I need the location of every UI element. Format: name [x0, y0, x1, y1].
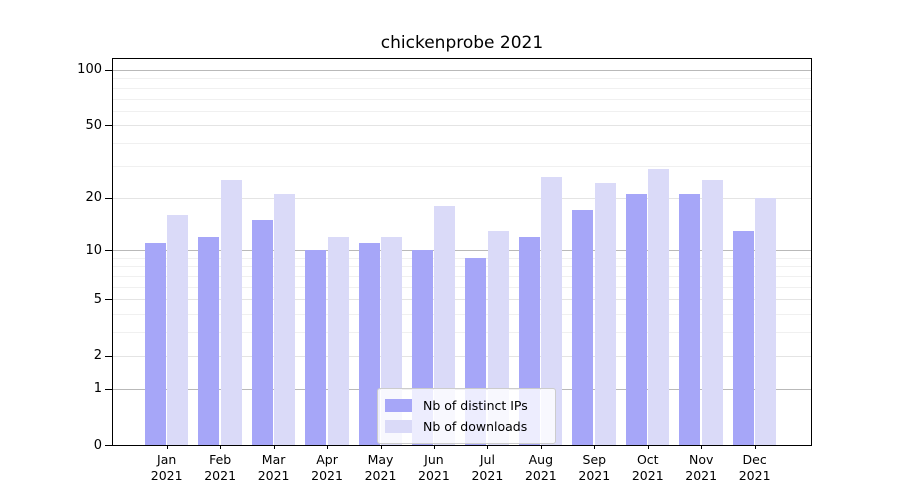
x-tick-label: Dec 2021	[723, 452, 787, 483]
bar-distinct-ips-nov	[679, 193, 701, 445]
x-tick-year-label: 2021	[418, 467, 450, 483]
y-tick-label: 1	[93, 381, 102, 397]
bar-downloads-feb	[220, 180, 242, 445]
bar-downloads-dec	[755, 197, 777, 445]
x-tick	[487, 445, 489, 449]
y-tick	[105, 125, 112, 127]
bar-downloads-jan	[167, 214, 189, 445]
x-tick-label: Oct 2021	[616, 452, 680, 483]
bar-downloads-nov	[701, 180, 723, 445]
x-tick-year-label: 2021	[204, 467, 237, 483]
x-tick-year-label: 2021	[471, 467, 504, 483]
y-tick	[105, 388, 112, 390]
gridline-major	[113, 69, 811, 71]
x-tick-year-label: 2021	[631, 467, 664, 483]
x-tick-year-label: 2021	[364, 467, 397, 483]
x-tick-year-label: 2021	[738, 467, 771, 483]
x-tick	[540, 445, 542, 449]
legend-item-distinct-ips: Nb of distinct IPs	[385, 396, 555, 415]
plot-area: Nb of distinct IPs Nb of downloads	[112, 58, 812, 446]
y-tick-label: 0	[93, 437, 102, 453]
bar-downloads-jun	[434, 205, 456, 445]
gridline-major	[113, 250, 811, 252]
y-tick	[105, 355, 112, 357]
x-tick	[433, 445, 435, 449]
x-tick-label: May 2021	[349, 452, 413, 483]
bar-downloads-oct	[648, 168, 670, 445]
x-tick-label: Mar 2021	[242, 452, 306, 483]
bar-distinct-ips-dec	[732, 230, 754, 445]
x-tick-year-label: 2021	[257, 467, 290, 483]
x-tick-label: Jun 2021	[402, 452, 466, 483]
bar-downloads-aug	[541, 177, 563, 445]
x-tick-label: Jan 2021	[135, 452, 199, 483]
y-tick	[105, 445, 112, 446]
x-tick-year-label: 2021	[524, 467, 557, 483]
x-tick-year-label: 2021	[685, 467, 718, 483]
y-tick-label: 50	[85, 117, 102, 133]
x-tick	[273, 445, 275, 449]
gridline-mid	[113, 125, 811, 127]
x-tick	[327, 445, 329, 449]
gridline-minor	[113, 78, 811, 80]
x-tick-label: Feb 2021	[188, 452, 252, 483]
x-tick-label: Apr 2021	[295, 452, 359, 483]
y-tick-label: 2	[93, 348, 102, 364]
legend-label-distinct-ips: Nb of distinct IPs	[423, 398, 528, 413]
gridline-minor	[113, 98, 811, 100]
bar-distinct-ips-jan	[144, 243, 166, 445]
gridline-mid	[113, 355, 811, 357]
legend-swatch-distinct-ips	[385, 399, 412, 412]
bar-distinct-ips-sep	[572, 210, 594, 445]
legend: Nb of distinct IPs Nb of downloads	[377, 388, 556, 444]
bar-distinct-ips-may	[358, 243, 380, 445]
y-tick	[105, 69, 112, 71]
legend-swatch-downloads	[385, 420, 412, 433]
x-tick-year-label: 2021	[578, 467, 611, 483]
x-tick-label: Nov 2021	[669, 452, 733, 483]
bar-downloads-apr	[327, 236, 349, 445]
x-tick	[754, 445, 756, 449]
bar-distinct-ips-feb	[198, 236, 220, 445]
gridline-minor	[113, 276, 811, 278]
y-tick	[105, 299, 112, 301]
x-tick	[380, 445, 382, 449]
bar-downloads-sep	[594, 183, 616, 445]
y-tick-label: 20	[85, 190, 102, 206]
y-tick-label: 100	[77, 62, 102, 78]
chart-title: chickenprobe 2021	[380, 33, 544, 53]
x-tick	[220, 445, 222, 449]
gridline-minor	[113, 332, 811, 334]
x-tick	[647, 445, 649, 449]
legend-label-downloads: Nb of downloads	[423, 419, 528, 434]
gridline-minor	[113, 266, 811, 268]
x-tick-label: Sep 2021	[562, 452, 626, 483]
y-tick-label: 10	[85, 242, 102, 258]
gridline-minor	[113, 87, 811, 89]
gridline-minor	[113, 314, 811, 316]
gridline-minor	[113, 110, 811, 112]
x-tick-label: Jul 2021	[455, 452, 519, 483]
gridline-minor	[113, 286, 811, 288]
gridline-mid	[113, 197, 811, 199]
y-tick	[105, 250, 112, 252]
x-tick-year-label: 2021	[311, 467, 343, 483]
gridline-mid	[113, 299, 811, 301]
x-tick	[166, 445, 168, 449]
x-tick	[701, 445, 703, 449]
gridline-minor	[113, 257, 811, 259]
bar-downloads-mar	[274, 193, 296, 445]
legend-item-downloads: Nb of downloads	[385, 417, 555, 436]
bar-distinct-ips-mar	[251, 219, 273, 445]
bar-distinct-ips-apr	[305, 250, 327, 445]
y-tick	[105, 197, 112, 199]
x-tick-label: Aug 2021	[509, 452, 573, 483]
bar-distinct-ips-oct	[625, 193, 647, 445]
gridline-minor	[113, 165, 811, 167]
y-tick-label: 5	[93, 291, 102, 307]
x-tick	[594, 445, 596, 449]
gridline-minor	[113, 143, 811, 145]
x-tick-year-label: 2021	[150, 467, 183, 483]
